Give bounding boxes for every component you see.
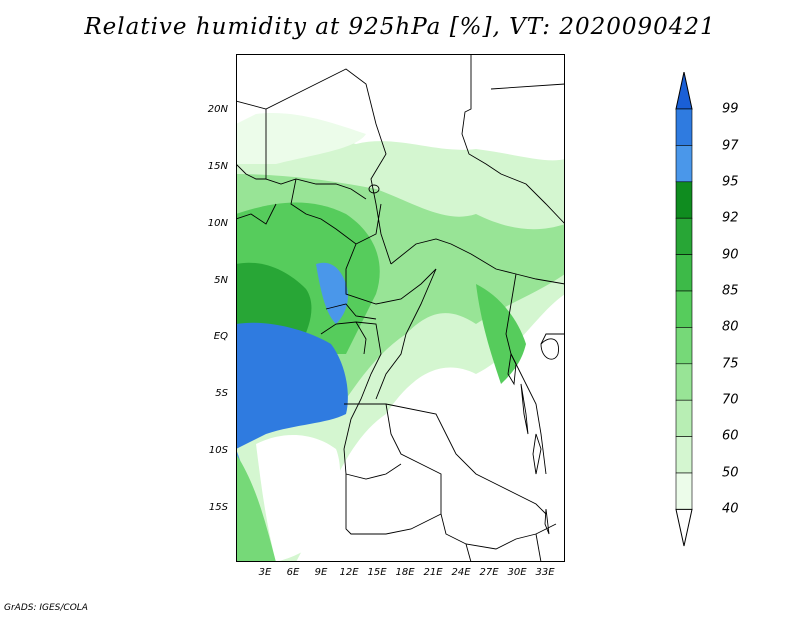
humidity-field-light-2	[236, 113, 366, 164]
y-tick-label: 20N	[207, 104, 228, 115]
humidity-field-green-south	[236, 454, 276, 562]
colorbar-segment	[675, 290, 693, 328]
x-tick-label: 21E	[423, 567, 443, 578]
x-tick-label: 18E	[395, 567, 415, 578]
colorbar-segment	[675, 472, 693, 510]
x-tick-label: 12E	[339, 567, 359, 578]
x-tick-label: 9E	[314, 567, 328, 578]
colorbar-segment	[675, 436, 693, 474]
colorbar-bottom-arrow	[675, 508, 693, 547]
x-tick-label: 6E	[286, 567, 300, 578]
map-title: Relative humidity at 925hPa [%], VT: 202…	[84, 14, 716, 40]
x-tick-label: 3E	[258, 567, 272, 578]
colorbar-label: 99	[722, 101, 739, 117]
x-tick-label: 27E	[479, 567, 499, 578]
y-tick-label: EQ	[213, 331, 228, 342]
colorbar-segment	[675, 254, 693, 292]
colorbar-top-arrow	[675, 72, 693, 110]
colorbar-label: 80	[722, 319, 739, 335]
y-tick-label: 5N	[214, 275, 228, 286]
colorbar-label: 70	[722, 392, 739, 408]
colorbar-label: 95	[722, 174, 739, 190]
humidity-field-blue-2	[316, 262, 348, 324]
lakes	[368, 184, 559, 535]
colorbar-label: 75	[722, 356, 739, 372]
humidity-field-south-dry	[256, 434, 341, 562]
humidity-map	[236, 54, 565, 562]
x-tick-label: 24E	[451, 567, 471, 578]
colorbar-segment	[675, 363, 693, 401]
colorbar-segment	[675, 327, 693, 365]
colorbar-label: 50	[722, 465, 739, 481]
colorbar-segment	[675, 181, 693, 219]
y-tick-label: 10N	[207, 218, 228, 229]
y-tick-label: 5S	[215, 388, 228, 399]
colorbar-label: 92	[722, 210, 739, 226]
y-tick-label: 15N	[207, 161, 228, 172]
y-tick-label: 10S	[208, 445, 228, 456]
colorbar-label: 97	[722, 138, 739, 154]
colorbar-label: 60	[722, 428, 739, 444]
colorbar	[675, 72, 693, 547]
x-tick-label: 33E	[535, 567, 555, 578]
map-panel	[236, 54, 565, 562]
colorbar-segment	[675, 145, 693, 183]
country-borders	[236, 54, 565, 562]
x-tick-label: 30E	[507, 567, 527, 578]
colorbar-label: 90	[722, 247, 739, 263]
x-tick-label: 15E	[367, 567, 387, 578]
colorbar-segment	[675, 217, 693, 255]
y-tick-label: 15S	[208, 502, 228, 513]
credit-text: GrADS: IGES/COLA	[4, 603, 88, 613]
colorbar-label: 40	[722, 501, 739, 517]
humidity-field-blue	[236, 322, 348, 449]
colorbar-segment	[675, 108, 693, 146]
colorbar-segment	[675, 399, 693, 437]
colorbar-label: 85	[722, 283, 739, 299]
